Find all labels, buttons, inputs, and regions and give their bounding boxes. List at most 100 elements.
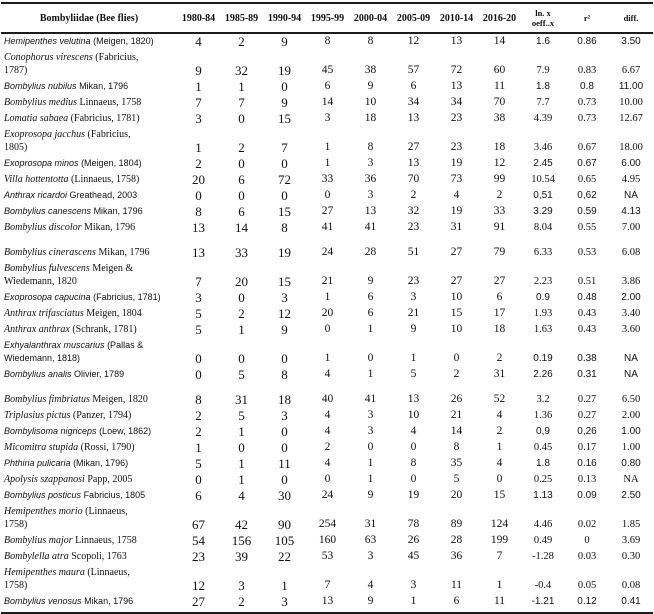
species-cell: Lomatia sabaea (Fabricius, 1781) (1, 111, 177, 127)
count-cell: 79 (493, 246, 506, 258)
count-cell: 27 (450, 275, 463, 287)
species-cell: Bombylius cinerascens Mikan, 1796 (1, 236, 177, 261)
species-cell: Exoprosopa minos (Meigen, 1804) (1, 156, 177, 172)
stat-cell: 0.41 (621, 596, 641, 607)
table-row: Anthrax anthrax (Schrank, 1781) 5 1 9 0 1 9 10 1… (1, 322, 653, 338)
count-cell: 0 (281, 188, 288, 203)
count-cell: 13 (192, 220, 205, 235)
count-cell: 3 (195, 290, 202, 305)
stat-cell: 0.30 (621, 551, 641, 562)
count-cell: 3 (367, 550, 374, 562)
count-cell: 41 (364, 221, 377, 233)
count-cell: 0 (195, 472, 202, 487)
count-cell: 1 (324, 141, 331, 153)
count-cell: 26 (407, 534, 420, 546)
stat-cell: 3.40 (621, 308, 641, 319)
count-cell: 10 (364, 96, 377, 108)
species-author: Mikan, 1796 (84, 222, 136, 233)
count-cell: 13 (407, 157, 420, 169)
column-header-species: Bombyliidae (Bee flies) (1, 3, 177, 34)
species-cell: Bombylius canescens Mikan, 1796 (1, 204, 177, 220)
stat-cell: 0.05 (577, 580, 597, 591)
stat-cell: 3.46 (533, 142, 553, 153)
count-cell: 156 (231, 533, 252, 548)
species-cell: Anthrax trifasciatus Meigen, 1804 (1, 306, 177, 322)
count-cell: 3 (324, 112, 331, 124)
count-cell: 0 (281, 79, 288, 94)
stat-cell: 2.00 (621, 292, 641, 303)
count-cell: 33 (493, 205, 506, 217)
column-header-period: 1980-84 (177, 3, 220, 34)
count-cell: 4 (238, 488, 245, 503)
count-cell: 4 (453, 189, 460, 201)
species-cell: Conophorus virescens (Fabricius, 1787) (1, 50, 177, 79)
count-cell: 2 (496, 189, 503, 201)
species-name: Lomatia sabaea (4, 113, 69, 124)
count-cell: 1 (367, 473, 374, 485)
stat-cell: 0.16 (577, 458, 597, 469)
count-cell: 32 (235, 63, 248, 78)
stat-cell: 1.85 (621, 519, 641, 530)
stat-cell: 6.08 (621, 247, 641, 258)
stat-cell: 0.17 (577, 442, 597, 453)
count-cell: 13 (407, 112, 420, 124)
species-author: (Linnaeus, 1758) (4, 567, 130, 591)
species-name: Bombylius fulvescens (4, 263, 90, 274)
stat-cell: 0.55 (577, 222, 597, 233)
count-cell: 0 (324, 189, 331, 201)
count-cell: 124 (490, 518, 509, 530)
stat-cell: 0.51 (577, 276, 597, 287)
stat-cell: 0.59 (577, 206, 597, 217)
count-cell: 54 (192, 533, 205, 548)
stat-cell: 0.67 (577, 158, 597, 169)
count-cell: 7 (195, 274, 202, 289)
count-cell: 9 (367, 489, 374, 501)
stat-cell: 0,9 (536, 426, 550, 437)
count-cell: 1 (195, 440, 202, 455)
count-cell: 91 (493, 221, 506, 233)
table-row: Bombylius nubilus Mikan, 1796 1 1 0 6 9 6 13 11 1… (1, 79, 653, 95)
stat-cell: 0.73 (577, 113, 597, 124)
count-cell: 254 (318, 518, 337, 530)
count-cell: 89 (450, 518, 463, 530)
stat-cell: 0.48 (577, 292, 597, 303)
count-cell: 4 (324, 425, 331, 437)
count-cell: 36 (450, 550, 463, 562)
count-cell: 1 (324, 352, 331, 364)
count-cell: 23 (407, 221, 420, 233)
table-row: Conophorus virescens (Fabricius, 1787) 9 3… (1, 50, 653, 79)
species-name: Bombylius discolor (4, 222, 82, 233)
count-cell: 99 (493, 173, 506, 185)
count-cell: 21 (407, 307, 420, 319)
table-row: Bombylius canescens Mikan, 1796 8 6 15 27 13 3… (1, 204, 653, 220)
stat-cell: 3.2 (536, 394, 550, 405)
table-header: Bombyliidae (Bee flies) 1980-84 1985-89 19… (1, 3, 653, 34)
count-cell: 18 (278, 392, 291, 407)
count-cell: 70 (493, 96, 506, 108)
count-cell: 0 (238, 290, 245, 305)
count-cell: 1 (238, 424, 245, 439)
table-row: Bombylisoma nigriceps (Loew, 1862) 2 1 0 4 3 4… (1, 424, 653, 440)
stat-cell: NA (624, 190, 638, 201)
species-cell: Bombylius nubilus Mikan, 1796 (1, 79, 177, 95)
count-cell: 0 (324, 323, 331, 335)
count-cell: 6 (238, 172, 245, 187)
column-header-period: 1990-94 (263, 3, 306, 34)
count-cell: 8 (367, 141, 374, 153)
species-cell: Hemipenthes velutina (Meigen, 1820) (1, 33, 177, 50)
count-cell: 20 (192, 172, 205, 187)
count-cell: 9 (367, 595, 374, 607)
species-name: Bombylius posticus (4, 490, 82, 500)
species-name: Bombylius analis (4, 369, 72, 379)
count-cell: 9 (367, 80, 374, 92)
species-name: Conophorus virescens (4, 52, 93, 63)
species-cell: Bombylius venosus Mikan, 1796 (1, 594, 177, 613)
count-cell: 41 (321, 221, 334, 233)
species-name: Anthrax anthrax (4, 324, 70, 335)
stat-cell: 2.50 (621, 490, 641, 501)
stat-cell: 1.36 (533, 410, 553, 421)
species-name: Bombylius major (4, 535, 73, 546)
species-cell: Bombylius fimbriatus Meigen, 1820 (1, 383, 177, 408)
species-name: Anthrax trifasciatus (4, 308, 84, 319)
